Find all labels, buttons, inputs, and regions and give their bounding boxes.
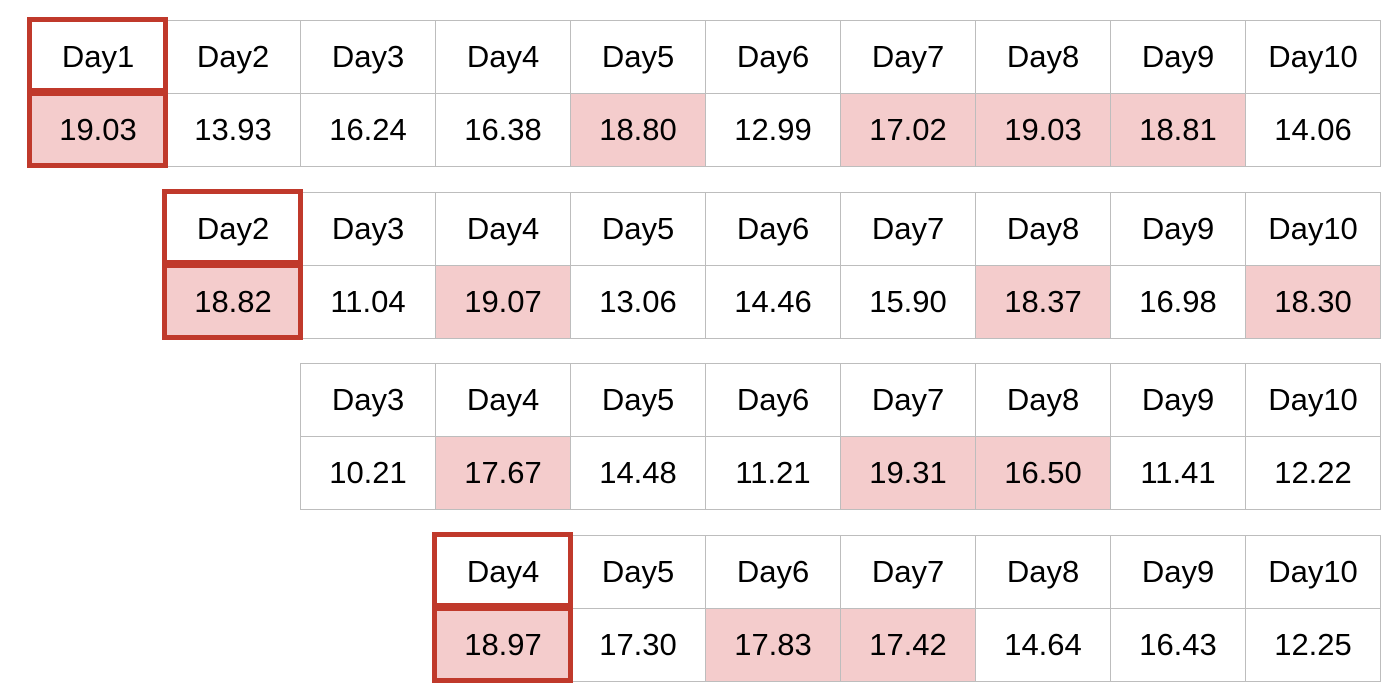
highlighted-value-cell: 19.03 — [30, 93, 166, 167]
day-header-cell: Day7 — [840, 535, 976, 609]
value-cell: 11.04 — [300, 265, 436, 339]
day-header-cell: Day6 — [705, 192, 841, 266]
day-header-cell: Day10 — [1245, 535, 1381, 609]
value-cell: 14.48 — [570, 436, 706, 510]
day-header-cell: Day10 — [1245, 20, 1381, 94]
highlighted-value-cell: 18.30 — [1245, 265, 1381, 339]
day-header-cell: Day10 — [1245, 363, 1381, 437]
value-cell: 16.98 — [1110, 265, 1246, 339]
highlighted-value-cell: 17.42 — [840, 608, 976, 682]
highlighted-value-cell: 18.80 — [570, 93, 706, 167]
day-header-cell: Day3 — [300, 363, 436, 437]
day-header-cell: Day5 — [570, 363, 706, 437]
day-header-cell: Day8 — [975, 192, 1111, 266]
day-header-cell: Day5 — [570, 20, 706, 94]
value-cell: 13.93 — [165, 93, 301, 167]
value-cell: 10.21 — [300, 436, 436, 510]
highlighted-value-cell: 17.67 — [435, 436, 571, 510]
value-cell: 14.06 — [1245, 93, 1381, 167]
day-header-cell: Day8 — [975, 535, 1111, 609]
day-header-cell: Day2 — [165, 20, 301, 94]
value-cell: 15.90 — [840, 265, 976, 339]
highlighted-value-cell: 18.82 — [165, 265, 301, 339]
highlighted-value-cell: 18.81 — [1110, 93, 1246, 167]
day-header-cell: Day9 — [1110, 535, 1246, 609]
highlighted-value-cell: 17.83 — [705, 608, 841, 682]
day-header-cell: Day9 — [1110, 20, 1246, 94]
day-header-cell: Day1 — [30, 20, 166, 94]
value-cell: 14.64 — [975, 608, 1111, 682]
day-header-cell: Day9 — [1110, 363, 1246, 437]
day-header-cell: Day6 — [705, 363, 841, 437]
day-header-cell: Day4 — [435, 535, 571, 609]
value-cell: 16.24 — [300, 93, 436, 167]
value-cell: 17.30 — [570, 608, 706, 682]
value-cell: 11.41 — [1110, 436, 1246, 510]
value-cell: 12.25 — [1245, 608, 1381, 682]
highlighted-value-cell: 19.03 — [975, 93, 1111, 167]
value-cell: 16.38 — [435, 93, 571, 167]
day-header-cell: Day6 — [705, 535, 841, 609]
value-cell: 12.22 — [1245, 436, 1381, 510]
day-header-cell: Day5 — [570, 535, 706, 609]
day-header-cell: Day7 — [840, 192, 976, 266]
highlighted-value-cell: 18.97 — [435, 608, 571, 682]
day-header-cell: Day6 — [705, 20, 841, 94]
value-cell: 12.99 — [705, 93, 841, 167]
value-cell: 16.43 — [1110, 608, 1246, 682]
day-header-cell: Day3 — [300, 192, 436, 266]
highlighted-value-cell: 17.02 — [840, 93, 976, 167]
day-header-cell: Day10 — [1245, 192, 1381, 266]
day-header-cell: Day4 — [435, 192, 571, 266]
day-header-cell: Day5 — [570, 192, 706, 266]
value-cell: 11.21 — [705, 436, 841, 510]
day-header-cell: Day8 — [975, 20, 1111, 94]
day-header-cell: Day7 — [840, 20, 976, 94]
highlighted-value-cell: 19.07 — [435, 265, 571, 339]
value-cell: 13.06 — [570, 265, 706, 339]
day-header-cell: Day2 — [165, 192, 301, 266]
day-header-cell: Day7 — [840, 363, 976, 437]
day-header-cell: Day4 — [435, 20, 571, 94]
day-header-cell: Day4 — [435, 363, 571, 437]
day-header-cell: Day9 — [1110, 192, 1246, 266]
day-header-cell: Day8 — [975, 363, 1111, 437]
highlighted-value-cell: 19.31 — [840, 436, 976, 510]
highlighted-value-cell: 16.50 — [975, 436, 1111, 510]
value-cell: 14.46 — [705, 265, 841, 339]
day-header-cell: Day3 — [300, 20, 436, 94]
highlighted-value-cell: 18.37 — [975, 265, 1111, 339]
